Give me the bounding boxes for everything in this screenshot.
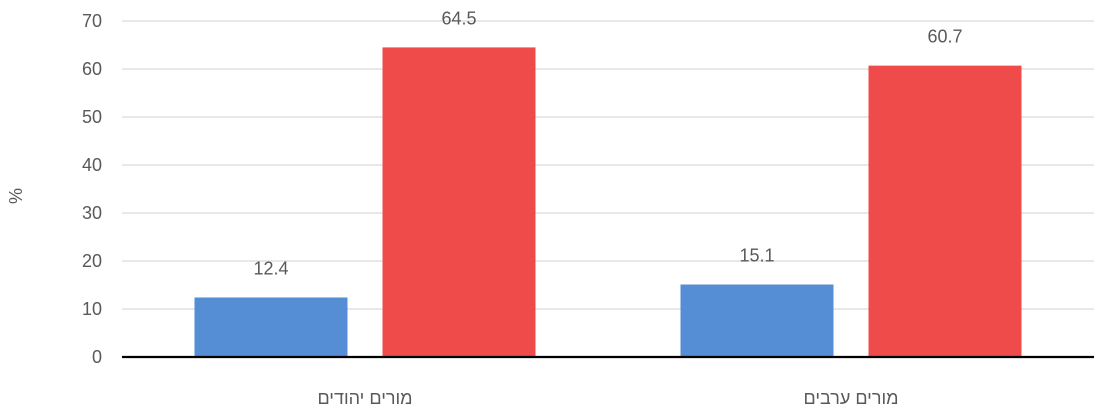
bar-2-1 [680, 284, 834, 357]
data-label: 64.5 [441, 8, 476, 28]
data-label: 15.1 [739, 246, 774, 266]
data-label: 60.7 [927, 27, 962, 47]
bar-1-2 [382, 47, 536, 358]
y-tick-label: 30 [82, 203, 102, 223]
y-tick-label: 10 [82, 299, 102, 319]
data-label: 12.4 [253, 258, 288, 278]
bar-1-1 [194, 297, 348, 357]
x-category-label: מורים ערבים [803, 388, 898, 408]
x-category-label: מורים יהודים [317, 388, 412, 408]
y-axis-ticks: 0 10 20 30 40 50 60 70 [82, 11, 102, 367]
data-labels: 12.4 64.5 15.1 60.7 [253, 8, 962, 278]
y-tick-label: 20 [82, 251, 102, 271]
y-tick-label: 40 [82, 155, 102, 175]
y-tick-label: 0 [92, 347, 102, 367]
bars [194, 47, 1022, 358]
x-axis-categories: מורים יהודים מורים ערבים [317, 388, 898, 408]
gridlines [122, 20, 1094, 310]
y-tick-label: 60 [82, 59, 102, 79]
bar-2-2 [868, 65, 1022, 357]
y-axis-label: % [6, 188, 26, 204]
y-tick-label: 50 [82, 107, 102, 127]
y-tick-label: 70 [82, 11, 102, 31]
